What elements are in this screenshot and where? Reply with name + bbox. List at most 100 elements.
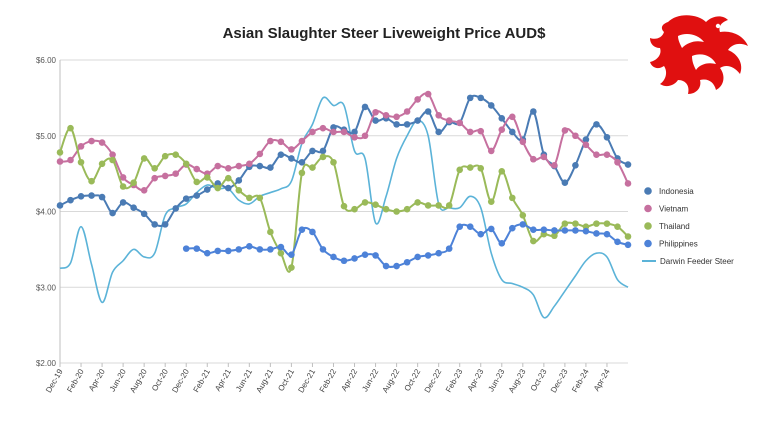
data-point-vietnam [593,151,600,158]
data-point-indonesia [267,164,274,171]
data-point-thailand [172,151,180,158]
data-point-indonesia [235,177,243,184]
data-point-philippines [582,227,590,235]
data-point-philippines [561,227,569,234]
legend-label: Thailand [659,222,690,231]
data-point-philippines [572,227,579,234]
data-point-thailand [288,264,295,271]
data-point-vietnam [456,119,464,127]
data-point-indonesia [277,151,285,158]
data-point-indonesia [224,184,232,192]
data-point-thailand [351,205,358,213]
data-point-thailand [614,223,621,230]
data-point-thailand [435,202,442,209]
data-point-indonesia [88,192,95,199]
data-point-thailand [182,160,190,168]
data-point-philippines [393,262,400,270]
data-point-philippines [477,230,485,238]
data-point-thailand [466,164,474,171]
legend-item-philippines: Philippines [644,240,698,249]
data-point-indonesia [151,221,158,228]
data-point-vietnam [540,153,548,161]
data-point-vietnam [67,156,74,164]
data-point-thailand [593,220,600,227]
data-point-philippines [214,247,222,255]
data-point-indonesia [424,108,432,115]
legend-swatch [644,239,652,248]
data-point-thailand [561,220,569,227]
y-tick-label: $5.00 [36,132,57,141]
y-tick-label: $3.00 [36,283,57,292]
data-point-philippines [267,246,274,253]
data-point-philippines [603,230,611,238]
data-point-thailand [77,158,85,166]
data-point-thailand [477,165,485,172]
data-point-vietnam [119,174,127,181]
data-point-vietnam [582,141,590,149]
data-point-indonesia [288,155,295,162]
series-darwin-feeder-steer [59,96,629,319]
data-point-philippines [330,253,337,261]
data-point-indonesia [477,94,485,102]
data-point-indonesia [487,102,495,109]
data-point-vietnam [161,172,169,180]
data-point-thailand [551,232,558,240]
data-point-philippines [277,243,285,251]
legend-item-darwin-feeder-steer: Darwin Feeder Steer [642,257,734,266]
x-axis: Dec-19 Feb-20 Apr-20 Jun-20 Aug-20 Oct-20 Dec-… [44,363,612,394]
data-point-thailand [456,166,464,174]
data-point-thailand [56,149,64,156]
data-point-indonesia [624,161,632,168]
data-point-vietnam [214,162,222,170]
data-point-thailand [151,165,158,172]
data-point-vietnam [361,132,369,140]
data-point-vietnam [403,108,411,115]
data-point-thailand [267,228,274,236]
data-point-philippines [593,230,600,237]
data-point-thailand [203,174,211,181]
data-point-vietnam [487,147,495,155]
data-point-vietnam [256,150,264,158]
data-point-thailand [88,177,95,185]
data-point-philippines [340,257,348,265]
data-point-vietnam [140,186,148,194]
data-point-indonesia [256,162,264,170]
data-point-indonesia [298,158,306,166]
data-point-philippines [288,251,295,258]
data-point-vietnam [382,111,390,119]
data-point-philippines [487,225,495,233]
data-point-philippines [224,247,232,255]
legend: Indonesia Vietnam Thailand Philippines Darwi… [642,187,734,266]
data-point-thailand [498,168,506,175]
data-point-vietnam [246,160,253,168]
data-point-indonesia [119,199,127,206]
data-point-philippines [256,246,264,253]
data-point-indonesia [330,124,337,131]
data-point-philippines [614,238,621,246]
data-point-vietnam [309,128,316,136]
data-point-thailand [98,160,106,168]
data-point-indonesia [161,221,169,228]
series-layer [56,90,632,319]
data-point-vietnam [56,158,64,165]
data-point-thailand [445,202,453,209]
series-line-darwin-feeder-steer [59,96,629,319]
data-point-thailand [319,153,327,161]
data-point-indonesia [572,161,579,169]
data-point-thailand [119,183,127,190]
data-point-indonesia [214,180,222,187]
data-point-indonesia [582,136,590,143]
series-vietnam [56,90,632,194]
data-point-philippines [319,246,327,253]
legend-item-thailand: Thailand [644,222,690,231]
data-point-indonesia [56,202,64,209]
data-point-thailand [214,184,222,192]
series-thailand [56,124,632,273]
data-point-thailand [361,199,369,206]
data-point-thailand [224,174,232,182]
data-point-vietnam [614,158,621,166]
data-point-indonesia [530,108,537,115]
red-dragon-icon [650,15,748,94]
data-point-philippines [361,251,369,258]
